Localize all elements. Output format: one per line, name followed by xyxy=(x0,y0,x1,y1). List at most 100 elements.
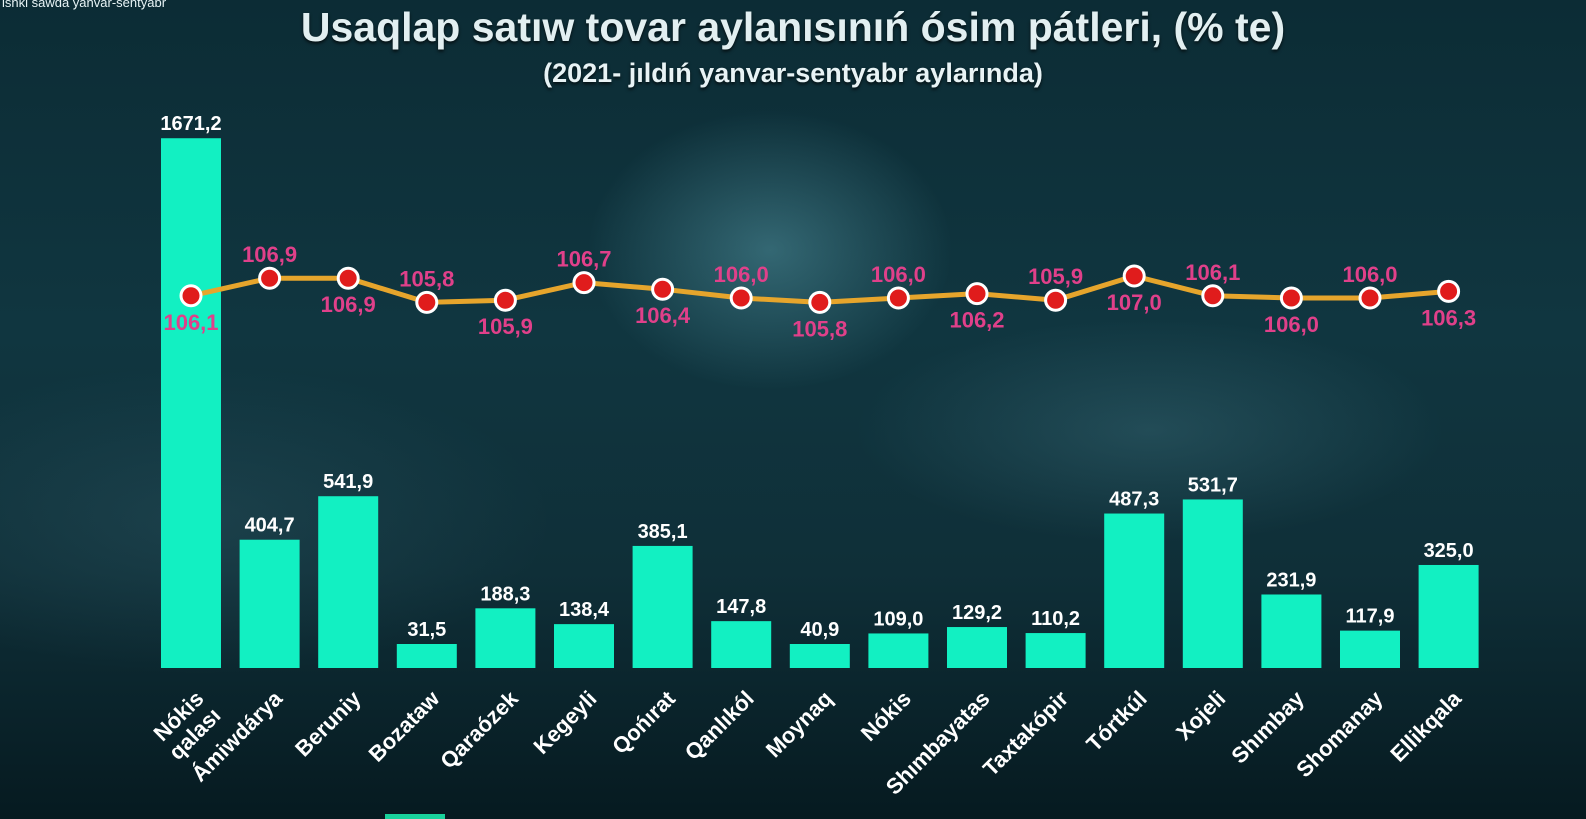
category-label-line: Tórtkúl xyxy=(1081,686,1151,756)
line-marker xyxy=(336,266,360,290)
line-value-label: 106,0 xyxy=(871,262,926,287)
category-label-line: Shımbay xyxy=(1226,685,1309,768)
line-marker xyxy=(886,286,910,310)
bar xyxy=(711,621,772,668)
category-label-line: Ellikqala xyxy=(1385,685,1466,766)
category-label: Moynaq xyxy=(761,686,837,762)
category-label: Kegeyli xyxy=(529,686,602,759)
category-label-line: Qońırat xyxy=(607,685,680,758)
category-label: Tórtkúl xyxy=(1081,686,1151,756)
bar-value-label: 110,2 xyxy=(1031,608,1080,630)
category-label: Qanlıkól xyxy=(680,686,759,765)
category-label: Bozataw xyxy=(364,685,445,766)
bar-value-label: 541,9 xyxy=(323,471,373,493)
category-label: Ellikqala xyxy=(1385,685,1466,766)
bar-series: 1671,2 404,7 541,9 31,5 188,3 138,4 385,1 147,8… xyxy=(160,113,1479,668)
bar-value-label: 487,3 xyxy=(1109,489,1159,511)
bar-value-label: 231,9 xyxy=(1266,569,1316,591)
category-label-line: Bozataw xyxy=(364,685,445,766)
line-value-label: 106,1 xyxy=(1185,260,1240,285)
line-value-label: 106,0 xyxy=(714,262,769,287)
bar-value-label: 40,9 xyxy=(800,619,839,641)
bar xyxy=(239,539,300,668)
category-label-line: Nókis xyxy=(856,686,916,746)
bar xyxy=(1104,513,1165,668)
line-value-label: 106,0 xyxy=(1264,312,1319,337)
line-marker xyxy=(729,286,753,310)
line-value-label: 106,1 xyxy=(163,310,218,335)
chart-title: Usaqlap satıw tovar aylanısınıń ósim pát… xyxy=(300,4,1286,50)
bar xyxy=(1261,594,1322,668)
bar-value-label: 531,7 xyxy=(1188,474,1238,496)
line-marker xyxy=(493,288,517,312)
bar-value-label: 138,4 xyxy=(559,599,610,621)
line-value-label: 106,7 xyxy=(556,247,611,272)
line-marker xyxy=(1437,279,1461,303)
bar xyxy=(1025,633,1086,668)
line-value-label: 106,2 xyxy=(949,308,1004,333)
bar-value-label: 385,1 xyxy=(638,521,688,543)
bar xyxy=(632,545,693,668)
bar xyxy=(868,633,929,668)
category-label: Xojeli xyxy=(1171,686,1230,745)
category-label: Shımbay xyxy=(1226,685,1309,768)
bar xyxy=(318,496,379,668)
category-label: Shomanay xyxy=(1291,685,1388,782)
line-value-label: 105,9 xyxy=(1028,264,1083,289)
line-value-label: 106,0 xyxy=(1342,262,1397,287)
category-label-line: Beruniy xyxy=(290,685,366,761)
category-label-line: Shomanay xyxy=(1291,685,1388,782)
bar xyxy=(475,608,536,668)
bar-value-label: 1671,2 xyxy=(160,113,221,135)
bar-value-label: 129,2 xyxy=(952,602,1002,624)
bar xyxy=(554,624,614,668)
line-marker xyxy=(1279,286,1303,310)
bar xyxy=(1182,499,1243,668)
category-label-line: Qanlıkól xyxy=(680,686,759,765)
line-value-label: 105,8 xyxy=(399,266,454,291)
bar xyxy=(1418,564,1479,668)
line-series: 106,1 106,9 106,9 105,8 105,9 106,7 106,4 106,0… xyxy=(163,242,1476,341)
category-label-line: Kegeyli xyxy=(529,686,602,759)
category-label-line: Taxtakópir xyxy=(978,686,1074,782)
bar xyxy=(947,627,1007,668)
bar xyxy=(1340,630,1400,668)
bar-value-label: 188,3 xyxy=(480,583,530,605)
line-value-label: 106,9 xyxy=(321,292,376,317)
line-marker xyxy=(258,266,282,290)
category-label: Beruniy xyxy=(290,685,366,761)
line-marker xyxy=(179,284,203,308)
line-value-label: 105,9 xyxy=(478,314,533,339)
line-value-label: 106,9 xyxy=(242,242,297,267)
bar xyxy=(789,644,850,668)
line-marker xyxy=(1044,288,1068,312)
category-label: Nókis xyxy=(856,686,916,746)
bar-value-label: 31,5 xyxy=(407,619,446,641)
bar-value-label: 404,7 xyxy=(245,515,295,537)
line-marker xyxy=(651,277,675,301)
line-marker xyxy=(965,282,989,306)
line-value-label: 106,3 xyxy=(1421,305,1476,330)
bar-value-label: 325,0 xyxy=(1424,540,1474,562)
bar-value-label: 109,0 xyxy=(873,608,923,630)
line-marker xyxy=(808,290,832,314)
bar xyxy=(396,644,457,668)
video-caption: ishki sawda yanvar-sentyabr xyxy=(2,0,167,10)
line-marker xyxy=(572,271,596,295)
category-label-line: Qaraózek xyxy=(435,685,523,773)
bar-value-label: 147,8 xyxy=(716,596,766,618)
category-label-line: Xojeli xyxy=(1171,686,1230,745)
category-label: Qońırat xyxy=(607,685,680,758)
chart-subtitle: (2021- jıldıń yanvar-sentyabr aylarında) xyxy=(543,58,1043,88)
line-value-label: 107,0 xyxy=(1107,290,1162,315)
line-marker xyxy=(1201,284,1225,308)
bar xyxy=(161,138,221,668)
progress-strip xyxy=(385,814,445,819)
category-label-line: Moynaq xyxy=(761,686,837,762)
line-marker xyxy=(415,290,439,314)
bar-value-label: 117,9 xyxy=(1346,606,1395,628)
line-value-label: 106,4 xyxy=(635,303,691,328)
